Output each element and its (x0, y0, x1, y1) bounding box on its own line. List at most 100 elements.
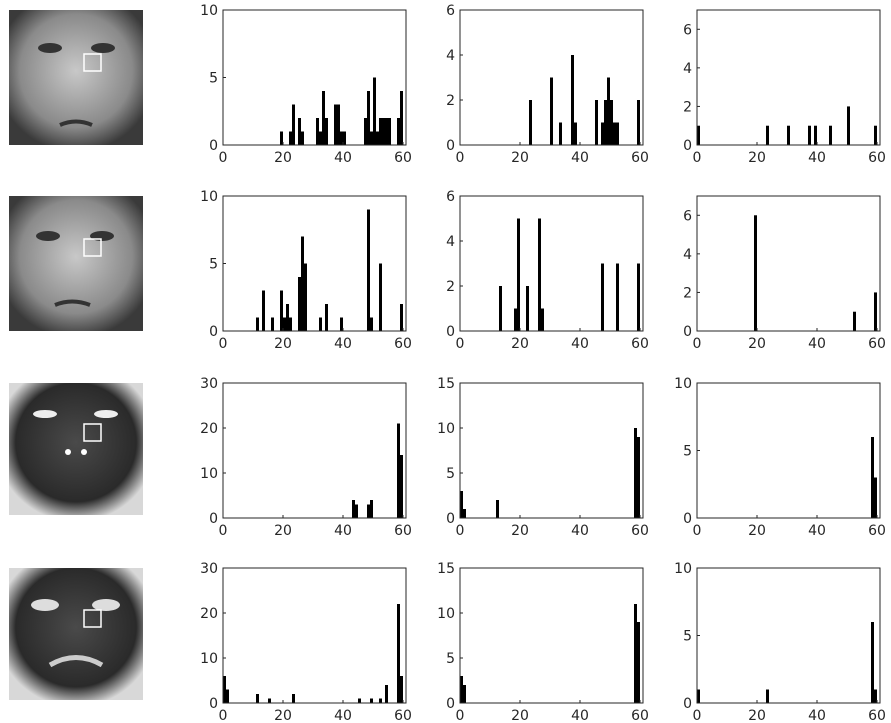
x-tick-label: 0 (219, 150, 228, 166)
y-tick-label: 10 (674, 561, 692, 577)
bar (616, 263, 619, 331)
bar (637, 437, 640, 518)
bar (379, 698, 382, 703)
x-tick-label: 0 (693, 523, 702, 539)
y-tick-label: 0 (683, 324, 692, 340)
bar (601, 263, 604, 331)
bar (373, 77, 376, 145)
bar (370, 698, 373, 703)
bar (397, 118, 400, 145)
bar (607, 77, 610, 145)
bar (355, 504, 358, 518)
bar (367, 209, 370, 331)
axes-frame (222, 9, 407, 146)
bar (460, 491, 463, 518)
bar (517, 218, 520, 331)
bar (379, 118, 382, 145)
y-tick-label: 2 (446, 93, 455, 109)
bar (871, 437, 874, 518)
y-tick-label: 5 (683, 629, 692, 645)
bar (385, 685, 388, 703)
y-tick-label: 2 (683, 285, 692, 301)
y-tick-label: 0 (446, 324, 455, 340)
x-tick-label: 60 (394, 336, 412, 352)
x-tick-label: 40 (808, 336, 826, 352)
x-tick-label: 20 (274, 708, 292, 723)
y-tick-label: 5 (446, 651, 455, 667)
x-tick-label: 60 (631, 336, 649, 352)
bar (613, 122, 616, 145)
x-tick-label: 0 (456, 708, 465, 723)
x-tick-label: 40 (334, 523, 352, 539)
x-tick-label: 40 (808, 708, 826, 723)
x-tick-label: 40 (808, 523, 826, 539)
bar (538, 218, 541, 331)
y-tick-label: 10 (674, 376, 692, 392)
x-tick-label: 0 (219, 523, 228, 539)
bar (637, 263, 640, 331)
bar (595, 100, 598, 145)
x-tick-label: 20 (274, 523, 292, 539)
x-tick-label: 60 (868, 708, 886, 723)
y-tick-label: 10 (437, 606, 455, 622)
bar (829, 125, 832, 145)
axes-frame (222, 195, 407, 332)
y-tick-label: 5 (209, 257, 218, 273)
y-tick-label: 10 (200, 651, 218, 667)
bar (634, 604, 637, 703)
axes-frame (459, 9, 644, 146)
bar (370, 500, 373, 518)
x-tick-label: 40 (334, 708, 352, 723)
y-tick-label: 20 (200, 421, 218, 437)
y-tick-label: 5 (209, 71, 218, 87)
bar (601, 122, 604, 145)
x-tick-label: 20 (274, 336, 292, 352)
bar (262, 290, 265, 331)
y-tick-label: 2 (446, 279, 455, 295)
bar (268, 698, 271, 703)
bar (400, 676, 403, 703)
bar (271, 317, 274, 331)
x-tick-label: 40 (808, 150, 826, 166)
x-tick-label: 0 (456, 150, 465, 166)
bar (337, 104, 340, 145)
x-tick-label: 60 (868, 150, 886, 166)
x-tick-label: 40 (334, 336, 352, 352)
y-tick-label: 10 (200, 189, 218, 205)
y-tick-label: 6 (446, 189, 455, 205)
face-image (9, 568, 143, 700)
y-tick-label: 0 (446, 511, 455, 527)
x-tick-label: 40 (571, 708, 589, 723)
bar (610, 100, 613, 145)
y-tick-label: 20 (200, 606, 218, 622)
bar (385, 118, 388, 145)
bar (340, 317, 343, 331)
y-tick-label: 6 (683, 22, 692, 38)
axes-frame (222, 382, 407, 519)
bar (256, 317, 259, 331)
bar (223, 676, 226, 703)
y-tick-label: 0 (209, 138, 218, 154)
y-tick-label: 5 (683, 444, 692, 460)
x-tick-label: 20 (274, 150, 292, 166)
bar (814, 125, 817, 145)
x-tick-label: 40 (334, 150, 352, 166)
bar (304, 263, 307, 331)
y-tick-label: 6 (446, 3, 455, 19)
bar (874, 125, 877, 145)
bar (325, 304, 328, 331)
bar (358, 698, 361, 703)
bar (574, 122, 577, 145)
x-tick-label: 40 (571, 523, 589, 539)
bar (367, 504, 370, 518)
bar (376, 131, 379, 145)
x-tick-label: 40 (571, 150, 589, 166)
y-tick-label: 30 (200, 561, 218, 577)
bar (388, 118, 391, 145)
bar (301, 236, 304, 331)
bar (400, 91, 403, 145)
bar (697, 125, 700, 145)
axes-frame (696, 382, 881, 519)
bar (298, 118, 301, 145)
bar (256, 694, 259, 703)
